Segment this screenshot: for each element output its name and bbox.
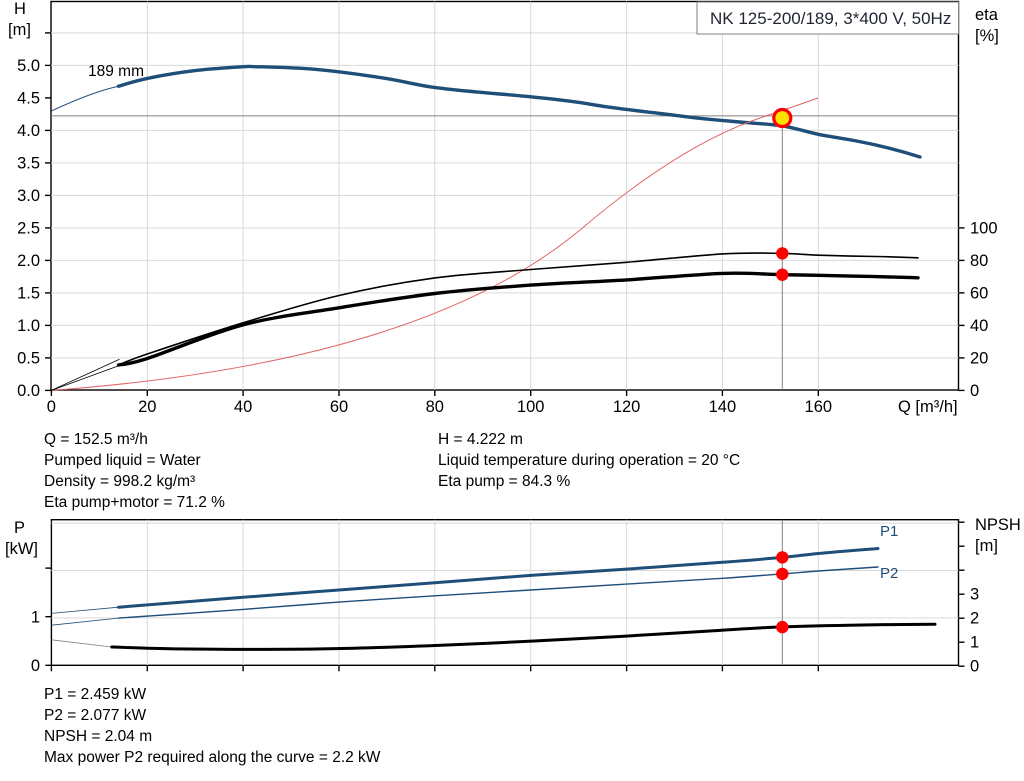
svg-text:P2: P2 [880,565,898,582]
svg-text:P: P [14,519,25,537]
svg-text:100: 100 [970,220,998,238]
svg-text:0.5: 0.5 [17,350,40,368]
svg-text:0: 0 [31,657,40,675]
svg-text:1.0: 1.0 [17,317,40,335]
svg-text:Density = 998.2 kg/m³: Density = 998.2 kg/m³ [44,473,195,490]
svg-text:3.0: 3.0 [17,187,40,205]
svg-text:0: 0 [970,658,979,676]
svg-text:2: 2 [970,610,979,628]
svg-text:Max power P2 required along th: Max power P2 required along the curve = … [44,749,381,766]
svg-text:Q [m³/h]: Q [m³/h] [898,398,958,416]
svg-text:[m]: [m] [975,537,998,555]
svg-text:189 mm: 189 mm [88,63,144,80]
svg-text:Pumped liquid = Water: Pumped liquid = Water [44,452,201,469]
svg-text:60: 60 [970,285,988,303]
svg-text:eta: eta [975,6,999,24]
svg-text:160: 160 [805,398,833,416]
svg-text:Liquid temperature during oper: Liquid temperature during operation = 20… [438,452,740,469]
svg-text:80: 80 [970,252,988,270]
svg-text:Q = 152.5 m³/h: Q = 152.5 m³/h [44,431,148,448]
svg-text:20: 20 [138,398,156,416]
svg-text:60: 60 [330,398,348,416]
svg-text:2.5: 2.5 [17,220,40,238]
svg-text:NPSH = 2.04 m: NPSH = 2.04 m [44,728,152,745]
svg-text:0.0: 0.0 [17,382,40,400]
svg-text:80: 80 [426,398,444,416]
svg-text:H = 4.222 m: H = 4.222 m [438,431,523,448]
svg-text:1: 1 [31,609,40,627]
svg-text:1.5: 1.5 [17,285,40,303]
svg-text:Eta pump = 84.3 %: Eta pump = 84.3 % [438,473,570,490]
svg-text:5.0: 5.0 [17,57,40,75]
svg-text:40: 40 [970,317,988,335]
svg-text:Eta pump+motor = 71.2 %: Eta pump+motor = 71.2 % [44,494,225,511]
svg-text:0: 0 [47,398,56,416]
svg-text:100: 100 [517,398,545,416]
svg-text:3: 3 [970,586,979,604]
svg-text:[m]: [m] [8,21,31,39]
svg-text:P2 = 2.077 kW: P2 = 2.077 kW [44,707,146,724]
svg-text:NK 125-200/189, 3*400 V, 50Hz: NK 125-200/189, 3*400 V, 50Hz [710,9,951,28]
svg-text:120: 120 [613,398,641,416]
svg-text:P1 = 2.459 kW: P1 = 2.459 kW [44,686,146,703]
svg-text:[%]: [%] [975,27,999,45]
svg-text:[kW]: [kW] [5,540,38,558]
svg-text:4.0: 4.0 [17,122,40,140]
svg-text:140: 140 [709,398,737,416]
svg-text:20: 20 [970,350,988,368]
svg-text:3.5: 3.5 [17,155,40,173]
svg-text:1: 1 [970,634,979,652]
svg-text:P1: P1 [880,523,898,540]
svg-text:4.5: 4.5 [17,90,40,108]
svg-text:40: 40 [234,398,252,416]
svg-text:0: 0 [970,382,979,400]
svg-text:NPSH: NPSH [975,516,1021,534]
svg-text:H: H [14,0,26,18]
svg-text:2.0: 2.0 [17,252,40,270]
